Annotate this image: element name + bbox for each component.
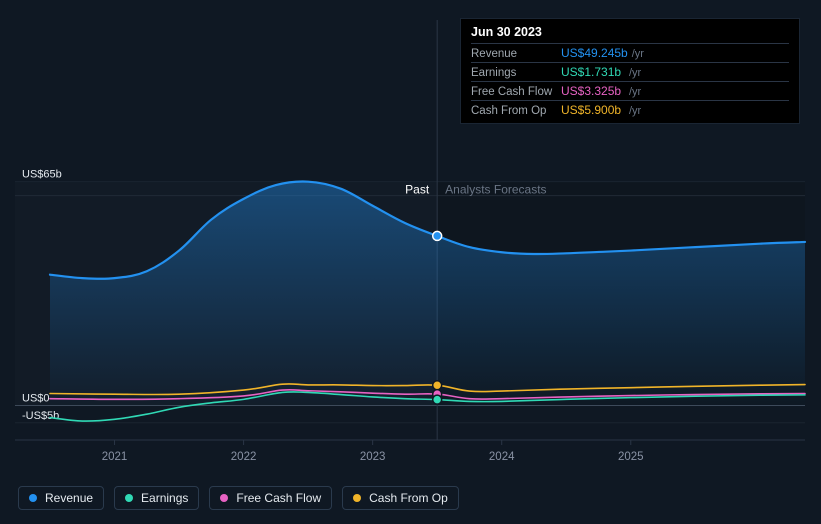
legend-dot-icon <box>125 494 133 502</box>
x-tick-label: 2025 <box>618 451 644 463</box>
x-tick-label: 2024 <box>489 451 515 463</box>
hover-tooltip: Jun 30 2023 RevenueUS$49.245b/yrEarnings… <box>460 18 800 124</box>
tooltip-row-label: Cash From Op <box>471 105 561 117</box>
legend-item-label: Earnings <box>141 491 188 505</box>
tooltip-row-label: Free Cash Flow <box>471 86 561 98</box>
tooltip-row: Cash From OpUS$5.900b/yr <box>471 100 789 119</box>
tooltip-row-unit: /yr <box>629 86 641 98</box>
y-tick-label: -US$5b <box>22 410 59 422</box>
y-tick-label: US$0 <box>22 393 50 405</box>
legend-item-cash_from_op[interactable]: Cash From Op <box>342 486 459 510</box>
legend-item-label: Revenue <box>45 491 93 505</box>
legend-item-label: Cash From Op <box>369 491 448 505</box>
tooltip-row-unit: /yr <box>629 67 641 79</box>
legend-item-free_cash_flow[interactable]: Free Cash Flow <box>209 486 332 510</box>
tooltip-row-value: US$3.325b <box>561 84 625 98</box>
tooltip-row: RevenueUS$49.245b/yr <box>471 43 789 62</box>
x-tick-label: 2023 <box>360 451 386 463</box>
tooltip-date: Jun 30 2023 <box>471 25 789 39</box>
tooltip-row-value: US$1.731b <box>561 65 625 79</box>
legend-item-label: Free Cash Flow <box>236 491 321 505</box>
financials-chart: US$65b US$0 -US$5b Past Analysts Forecasts 20… <box>0 0 821 524</box>
x-tick-label: 2022 <box>231 451 257 463</box>
tooltip-row-unit: /yr <box>632 48 644 60</box>
hover-marker-revenue <box>433 231 442 240</box>
legend-dot-icon <box>29 494 37 502</box>
x-tick-label: 2021 <box>102 451 128 463</box>
tooltip-row-label: Earnings <box>471 67 561 79</box>
tooltip-row: Free Cash FlowUS$3.325b/yr <box>471 81 789 100</box>
legend-dot-icon <box>220 494 228 502</box>
tooltip-row-unit: /yr <box>629 105 641 117</box>
tooltip-row-value: US$5.900b <box>561 103 625 117</box>
section-label-past: Past <box>405 183 430 197</box>
legend: Revenue Earnings Free Cash Flow Cash From O… <box>18 486 459 510</box>
section-label-forecast: Analysts Forecasts <box>445 183 546 197</box>
y-tick-label: US$65b <box>22 169 62 181</box>
legend-item-revenue[interactable]: Revenue <box>18 486 104 510</box>
hover-marker-earnings <box>433 395 442 404</box>
tooltip-row-value: US$49.245b <box>561 46 628 60</box>
tooltip-row: EarningsUS$1.731b/yr <box>471 62 789 81</box>
legend-dot-icon <box>353 494 361 502</box>
tooltip-row-label: Revenue <box>471 48 561 60</box>
hover-marker-cash_from_op <box>433 381 442 390</box>
legend-item-earnings[interactable]: Earnings <box>114 486 199 510</box>
